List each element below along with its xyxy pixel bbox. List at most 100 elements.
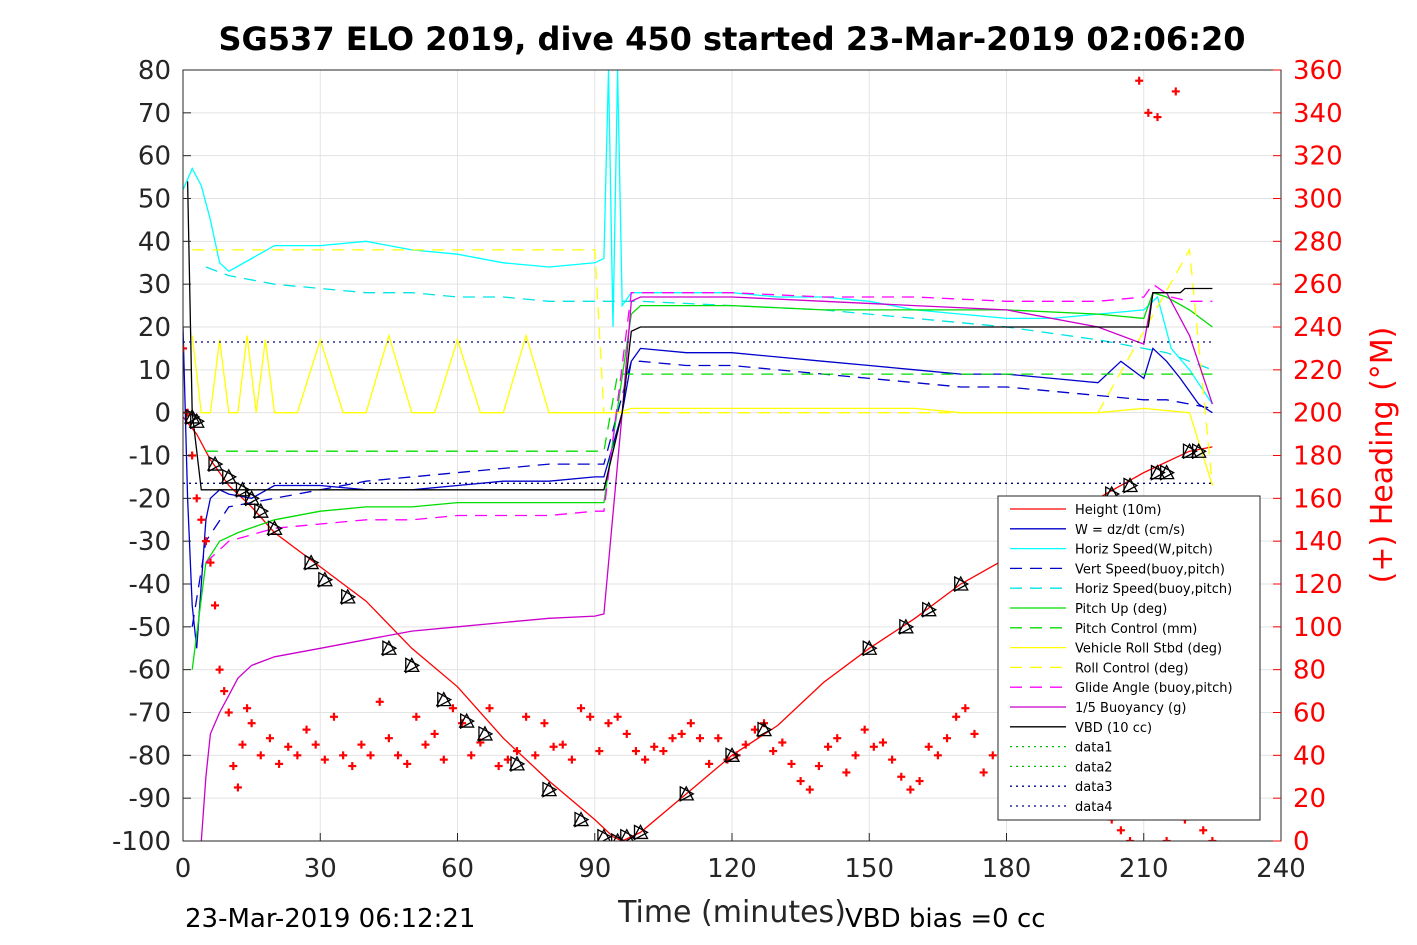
heading-point bbox=[613, 712, 622, 721]
triangle-marker bbox=[540, 781, 558, 798]
heading-point bbox=[1135, 76, 1144, 85]
heading-point bbox=[403, 759, 412, 768]
heading-point bbox=[421, 740, 430, 749]
heading-point bbox=[256, 751, 265, 760]
triangle-marker bbox=[206, 455, 224, 473]
heading-point bbox=[412, 712, 421, 721]
heading-point bbox=[211, 601, 220, 610]
y-tick-label: 0 bbox=[154, 399, 171, 429]
heading-point bbox=[206, 558, 215, 567]
legend-label: data1 bbox=[1075, 741, 1113, 756]
x-tick-label: 0 bbox=[175, 854, 192, 884]
heading-point bbox=[197, 515, 206, 524]
right-tick-label: 100 bbox=[1293, 613, 1343, 643]
triangle-marker bbox=[952, 575, 970, 593]
y-tick-label: 30 bbox=[138, 270, 171, 300]
heading-point bbox=[650, 742, 659, 751]
heading-point bbox=[1162, 837, 1171, 841]
y-tick-label: -80 bbox=[129, 741, 171, 771]
heading-point bbox=[705, 759, 714, 768]
heading-point bbox=[293, 751, 302, 760]
heading-point bbox=[897, 772, 906, 781]
triangle-marker bbox=[861, 639, 878, 657]
right-tick-label: 80 bbox=[1293, 656, 1326, 686]
legend-label: Vehicle Roll Stbd (deg) bbox=[1075, 642, 1222, 657]
triangle-marker bbox=[1121, 477, 1139, 494]
heading-point bbox=[311, 740, 320, 749]
heading-point bbox=[357, 740, 366, 749]
heading-point bbox=[860, 725, 869, 734]
heading-point bbox=[233, 783, 242, 792]
legend-label: Pitch Control (mm) bbox=[1075, 622, 1197, 637]
legend-label: data2 bbox=[1075, 760, 1113, 775]
heading-point bbox=[833, 734, 842, 743]
heading-point bbox=[284, 742, 293, 751]
y-tick-label: -20 bbox=[129, 484, 171, 514]
y-tick-label: -50 bbox=[129, 613, 171, 643]
heading-point bbox=[1171, 87, 1180, 96]
legend-label: Height (10m) bbox=[1075, 503, 1161, 518]
heading-point bbox=[215, 665, 224, 674]
heading-point bbox=[988, 751, 997, 760]
legend-label: data3 bbox=[1075, 780, 1113, 795]
heading-point bbox=[641, 755, 650, 764]
heading-point bbox=[531, 751, 540, 760]
right-tick-label: 140 bbox=[1293, 527, 1343, 557]
y-tick-label: 70 bbox=[138, 99, 171, 129]
legend-label: Glide Angle (buoy,pitch) bbox=[1075, 681, 1233, 696]
y-tick-label: 60 bbox=[138, 142, 171, 172]
x-tick-label: 60 bbox=[441, 854, 474, 884]
heading-point bbox=[229, 762, 238, 771]
heading-point bbox=[668, 734, 677, 743]
chart-title: SG537 ELO 2019, dive 450 started 23-Mar-… bbox=[218, 20, 1245, 58]
heading-point bbox=[512, 747, 521, 756]
right-tick-label: 240 bbox=[1293, 313, 1343, 343]
series-line-8 bbox=[192, 247, 1214, 486]
right-tick-label: 360 bbox=[1293, 56, 1343, 86]
series-line-5 bbox=[191, 291, 1213, 670]
triangle-marker bbox=[243, 489, 260, 507]
triangle-marker bbox=[619, 828, 636, 841]
x-tick-label: 120 bbox=[707, 854, 757, 884]
heading-point bbox=[467, 751, 476, 760]
triangle-marker bbox=[572, 811, 590, 828]
heading-point bbox=[952, 712, 961, 721]
right-tick-label: 320 bbox=[1293, 142, 1343, 172]
heading-point bbox=[549, 742, 558, 751]
heading-point bbox=[384, 734, 393, 743]
triangle-marker bbox=[316, 571, 334, 588]
triangle-marker bbox=[458, 712, 476, 730]
x-tick-label: 240 bbox=[1256, 854, 1306, 884]
heading-point bbox=[595, 747, 604, 756]
heading-point bbox=[933, 751, 942, 760]
y-tick-label: -90 bbox=[129, 784, 171, 814]
legend-label: Roll Control (deg) bbox=[1075, 661, 1189, 676]
right-tick-label: 160 bbox=[1293, 484, 1343, 514]
series-line-10 bbox=[200, 292, 1214, 841]
legend-label: VBD (10 cc) bbox=[1075, 721, 1152, 736]
heading-point bbox=[275, 759, 284, 768]
triangle-marker bbox=[435, 691, 453, 708]
right-tick-label: 340 bbox=[1293, 99, 1343, 129]
series-line-6 bbox=[205, 373, 1213, 452]
right-tick-label: 20 bbox=[1293, 784, 1326, 814]
legend-label: Vert Speed(buoy,pitch) bbox=[1075, 562, 1225, 577]
heading-point bbox=[805, 785, 814, 794]
heading-point bbox=[1199, 826, 1208, 835]
legend: Height (10m) W = dz/dt (cm/s) Horiz Speed(… bbox=[997, 495, 1261, 821]
heading-point bbox=[183, 344, 187, 353]
triangle-marker bbox=[632, 824, 649, 841]
triangle-marker bbox=[252, 502, 270, 520]
heading-point bbox=[979, 768, 988, 777]
triangle-marker bbox=[220, 468, 238, 486]
y-tick-label: -40 bbox=[129, 570, 171, 600]
heading-point bbox=[265, 734, 274, 743]
heading-point bbox=[192, 494, 201, 503]
triangle-marker bbox=[897, 618, 915, 635]
heading-point bbox=[659, 747, 668, 756]
heading-point bbox=[906, 785, 915, 794]
heading-point bbox=[1208, 837, 1217, 841]
x-tick-label: 90 bbox=[578, 854, 611, 884]
heading-point bbox=[540, 719, 549, 728]
